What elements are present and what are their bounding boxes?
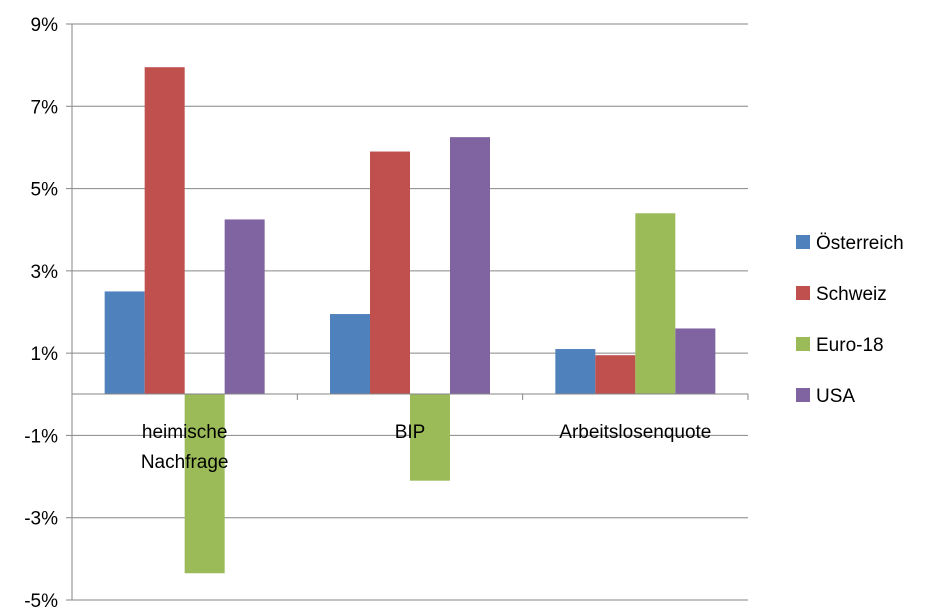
y-tick-label: -5% — [24, 591, 58, 608]
bar-Schweiz-heimische Nachfrage — [144, 67, 185, 395]
legend: Österreich Schweiz Euro-18 USA — [796, 233, 904, 407]
bar-Schweiz-BIP — [370, 151, 410, 395]
x-category-label: Nachfrage — [141, 452, 229, 473]
bar-Euro-18-heimische Nachfrage — [184, 394, 225, 574]
legend-swatch — [796, 286, 810, 300]
bar-Euro-18-Arbeitslosenquote — [635, 213, 676, 395]
axes — [71, 24, 749, 600]
x-axis-category-labels: heimische Nachfrage BIP Arbeitslosenquote — [141, 422, 712, 473]
y-axis-tick-labels: 9% 7% 5% 3% 1% -1% -3% -5% — [24, 15, 58, 608]
y-tick-label: 9% — [31, 15, 59, 36]
bar-Euro-18-BIP — [410, 394, 450, 481]
legend-label: Euro-18 — [816, 335, 884, 356]
legend-label: Österreich — [816, 233, 904, 254]
y-tick-label: -1% — [24, 426, 58, 447]
legend-label: Schweiz — [816, 284, 887, 305]
x-category-label: heimische — [142, 422, 228, 443]
bars — [104, 67, 716, 574]
bar-Schweiz-Arbeitslosenquote — [595, 355, 636, 395]
y-tick-label: 3% — [31, 262, 59, 283]
y-tick-label: 1% — [31, 344, 59, 365]
x-category-label: BIP — [395, 422, 426, 443]
legend-swatch — [796, 337, 810, 351]
bar-USA-BIP — [450, 137, 490, 395]
bar-Österreich-heimische Nachfrage — [104, 291, 145, 395]
bar-USA-Arbeitslosenquote — [675, 328, 716, 395]
legend-swatch — [796, 235, 810, 249]
x-category-label: Arbeitslosenquote — [559, 422, 711, 443]
bar-Österreich-Arbeitslosenquote — [555, 349, 596, 395]
y-tick-label: 5% — [31, 180, 59, 201]
y-tick-label: -3% — [24, 509, 58, 530]
bar-Österreich-BIP — [330, 314, 370, 395]
bar-USA-heimische Nachfrage — [224, 219, 265, 395]
legend-swatch — [796, 388, 810, 402]
y-tick-label: 7% — [31, 97, 59, 118]
legend-label: USA — [816, 386, 855, 407]
